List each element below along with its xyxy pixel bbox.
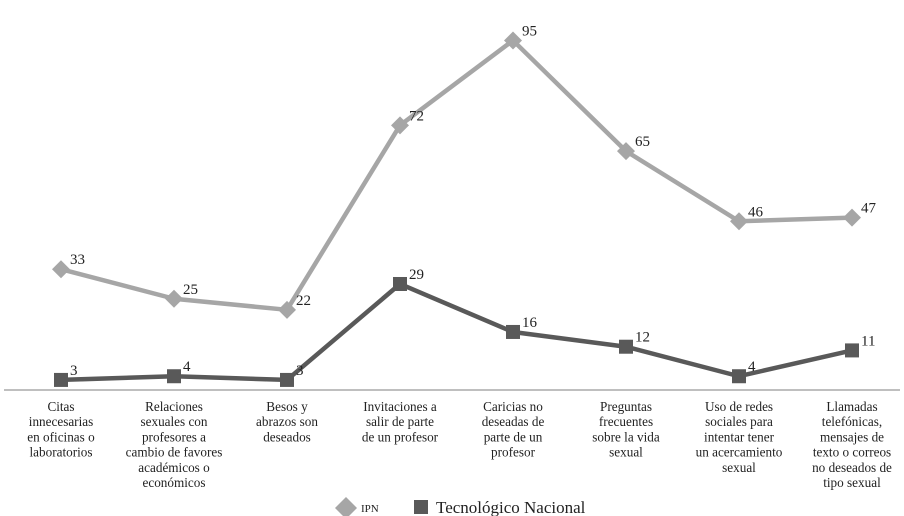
data-point [730, 212, 748, 231]
category-label: Preguntas frecuentes sobre la vida sexual [592, 399, 660, 460]
category-label: Uso de redes sociales para intentar tener u… [696, 399, 783, 475]
data-label: 4 [748, 359, 756, 375]
data-point [52, 260, 70, 279]
category-labels: Citas innecesarias en oficinas o laboratori… [27, 399, 892, 490]
category-label: Invitaciones a salir de parte de un profes… [362, 399, 439, 444]
data-label: 22 [296, 293, 311, 309]
data-point [617, 142, 635, 161]
legend-marker-square [414, 500, 428, 514]
data-point [393, 276, 407, 291]
data-point [280, 372, 294, 387]
data-point [845, 343, 859, 358]
data-label: 72 [409, 108, 424, 124]
category-label: Llamadas telefónicas, mensajes de texto o c… [812, 399, 892, 490]
data-label: 95 [522, 23, 537, 39]
legend-label-ipn: IPN [361, 503, 379, 515]
data-label: 11 [861, 333, 875, 349]
legend-item-ipn: IPN [335, 497, 379, 516]
data-label: 3 [296, 363, 304, 379]
data-point [504, 31, 522, 50]
data-point [619, 339, 633, 354]
data-label: 29 [409, 267, 424, 283]
series-layer: 33 25 22 72 95 65 46 47 3 4 3 29 16 12 4 11 [52, 23, 877, 387]
legend-marker-diamond [335, 497, 357, 516]
series-line [60, 38, 853, 313]
data-label: 25 [183, 282, 198, 298]
data-point [167, 369, 181, 384]
legend-item-tecnologico: Tecnológico Nacional [414, 498, 586, 516]
data-label: 65 [635, 134, 650, 150]
data-label: 33 [70, 252, 85, 268]
data-point [165, 289, 183, 308]
category-label: Besos y abrazos son deseados [256, 399, 318, 444]
series-line [60, 281, 853, 383]
category-label: Caricias no deseadas de parte de un profeso… [482, 399, 545, 460]
series-ipn: 33 25 22 72 95 65 46 47 [52, 23, 877, 319]
data-point [54, 372, 68, 387]
category-label: Relaciones sexuales con profesores a cambio… [126, 399, 223, 490]
data-point [278, 300, 296, 319]
data-label: 46 [748, 204, 764, 220]
data-label: 4 [183, 359, 191, 375]
data-point [506, 324, 520, 339]
category-label: Citas innecesarias en oficinas o laboratori… [27, 399, 95, 460]
data-label: 16 [522, 315, 538, 331]
data-point [732, 369, 746, 384]
legend: IPN Tecnológico Nacional [335, 497, 586, 516]
legend-label-tecnologico: Tecnológico Nacional [436, 498, 586, 516]
data-point [843, 208, 861, 227]
data-point [391, 116, 409, 135]
data-label: 3 [70, 363, 78, 379]
data-label: 47 [861, 201, 877, 217]
data-label: 12 [635, 330, 650, 346]
series-tecnologico-nacional: 3 4 3 29 16 12 4 11 [54, 267, 875, 387]
